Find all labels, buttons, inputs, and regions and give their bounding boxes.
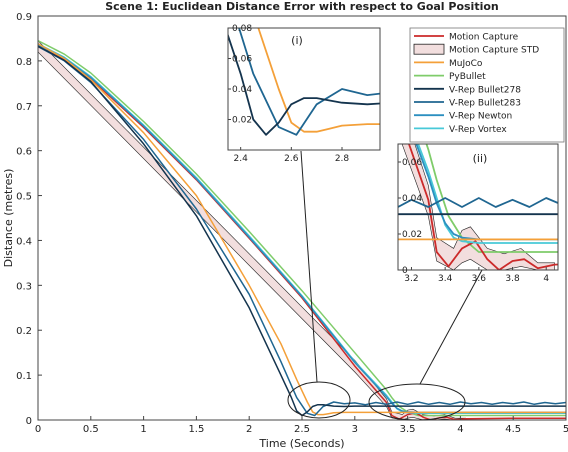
y-tick-label: 0.7 <box>16 102 32 113</box>
zoom-ii-leader-line <box>419 269 483 385</box>
inset-i-y-tick-label: 0.02 <box>232 116 252 126</box>
inset-ii-series-v-rep-bullet283 <box>398 197 558 209</box>
y-tick-label: 0 <box>26 416 32 427</box>
legend: Motion Capture Motion Capture STD MuJoCo Py… <box>409 27 565 143</box>
zoom-region-i-ellipse <box>287 381 351 419</box>
main-series-mujoco <box>38 43 566 416</box>
inset-ii-x-tick-label: 3.8 <box>505 274 520 284</box>
x-tick-label: 3.5 <box>400 424 416 435</box>
inset-ii-y-tick-label: 0.06 <box>402 158 422 168</box>
main-series-v-rep-bullet283 <box>38 45 566 417</box>
inset-ii-ticks: 3.2 3.4 3.6 3.8 4 0 0.02 0.04 0.06 <box>398 158 549 284</box>
inset-i-series-mujoco <box>257 28 380 133</box>
x-tick-label: 4.5 <box>505 424 521 435</box>
y-tick-label: 0.2 <box>16 326 32 337</box>
legend-label-v-rep-vortex: V-Rep Vortex <box>449 125 507 135</box>
main-series-v-rep-bullet278 <box>38 45 566 417</box>
y-tick-label: 0.6 <box>16 147 32 158</box>
x-tick-label: 3 <box>352 424 358 435</box>
inset-i-series-v-rep-bullet278 <box>228 32 380 136</box>
legend-label-motion-capture-std: Motion Capture STD <box>449 46 539 56</box>
inset-ii-y-tick-label: 0.04 <box>402 194 422 204</box>
x-tick-label: 4 <box>457 424 463 435</box>
inset-ii-series-pybullet <box>425 144 558 253</box>
legend-swatch-motion-capture-std <box>413 43 445 55</box>
inset-ii-plot-area <box>398 144 558 270</box>
legend-label-motion-capture: Motion Capture <box>449 33 519 43</box>
inset-ii-y-tick-label: 0 <box>402 266 408 276</box>
inset-i-x-tick-label: 2.8 <box>335 154 350 164</box>
legend-label-mujoco: MuJoCo <box>449 59 483 69</box>
inset-ii-x-tick-label: 3.2 <box>404 274 418 284</box>
inset-ii-x-tick-label: 3.4 <box>438 274 453 284</box>
inset-ii-x-tick-label: 4 <box>543 274 549 284</box>
legend-label-v-rep-bullet278: V-Rep Bullet278 <box>449 85 521 95</box>
x-tick-label: 1.5 <box>188 424 204 435</box>
inset-i-y-tick-label: 0.06 <box>232 55 252 65</box>
inset-i: 2.4 2.6 2.8 0.02 0.04 0.06 0.08 (i) <box>227 24 381 164</box>
inset-ii-y-tick-label: 0.02 <box>402 230 422 240</box>
y-tick-label: 0.3 <box>16 281 32 292</box>
inset-i-ticks: 2.4 2.6 2.8 0.02 0.04 0.06 0.08 <box>228 24 349 164</box>
legend-label-v-rep-newton: V-Rep Newton <box>449 112 512 122</box>
x-tick-label: 0 <box>35 424 41 435</box>
y-tick-label: 0.5 <box>16 192 32 203</box>
inset-i-background <box>228 28 380 150</box>
y-axis-label: Distance (metres) <box>2 169 15 268</box>
y-tick-label: 0.9 <box>16 12 32 23</box>
inset-ii-x-tick-label: 3.6 <box>472 274 487 284</box>
inset-ii-series-v-rep-bullet278 <box>398 213 558 216</box>
zoom-i-leader-line <box>300 150 318 383</box>
inset-i-x-tick-label: 2.6 <box>284 154 299 164</box>
x-tick-label: 0.5 <box>83 424 99 435</box>
inset-i-x-tick-label: 2.4 <box>234 154 249 164</box>
inset-ii-series-v-rep-vortex <box>417 144 558 244</box>
inset-ii-tag: (ii) <box>473 152 488 165</box>
chart-title: Scene 1: Euclidean Distance Error with r… <box>105 0 499 13</box>
x-tick-label: 1 <box>140 424 146 435</box>
main-series-pybullet <box>38 40 566 417</box>
y-axis-ticks: 0 0.1 0.2 0.3 0.4 0.5 0.6 0.7 0.8 0.9 <box>16 12 42 427</box>
legend-label-v-rep-bullet283: V-Rep Bullet283 <box>449 99 521 109</box>
zoom-region-ii-ellipse <box>368 383 466 421</box>
x-axis-ticks: 0 0.5 1 1.5 2 2.5 3 3.5 4 4.5 5 <box>35 416 568 435</box>
legend-label-pybullet: PyBullet <box>449 72 486 82</box>
inset-ii-frame <box>397 143 559 271</box>
inset-ii-series-mujoco <box>398 238 558 241</box>
y-tick-label: 0.1 <box>16 371 32 382</box>
x-tick-label: 5 <box>563 424 568 435</box>
inset-i-y-tick-label: 0.08 <box>232 24 252 34</box>
inset-i-tag: (i) <box>291 34 303 47</box>
x-tick-label: 2 <box>246 424 252 435</box>
x-axis-label: Time (Seconds) <box>258 437 344 450</box>
inset-i-plot-area <box>228 28 380 136</box>
x-tick-label: 2.5 <box>294 424 310 435</box>
y-tick-label: 0.8 <box>16 57 32 68</box>
y-tick-label: 0.4 <box>16 236 32 247</box>
inset-ii-series-motion-capture <box>408 144 558 270</box>
inset-i-y-tick-label: 0.04 <box>232 85 252 95</box>
inset-ii: 3.2 3.4 3.6 3.8 4 0 0.02 0.04 0.06 (ii) <box>397 143 559 284</box>
